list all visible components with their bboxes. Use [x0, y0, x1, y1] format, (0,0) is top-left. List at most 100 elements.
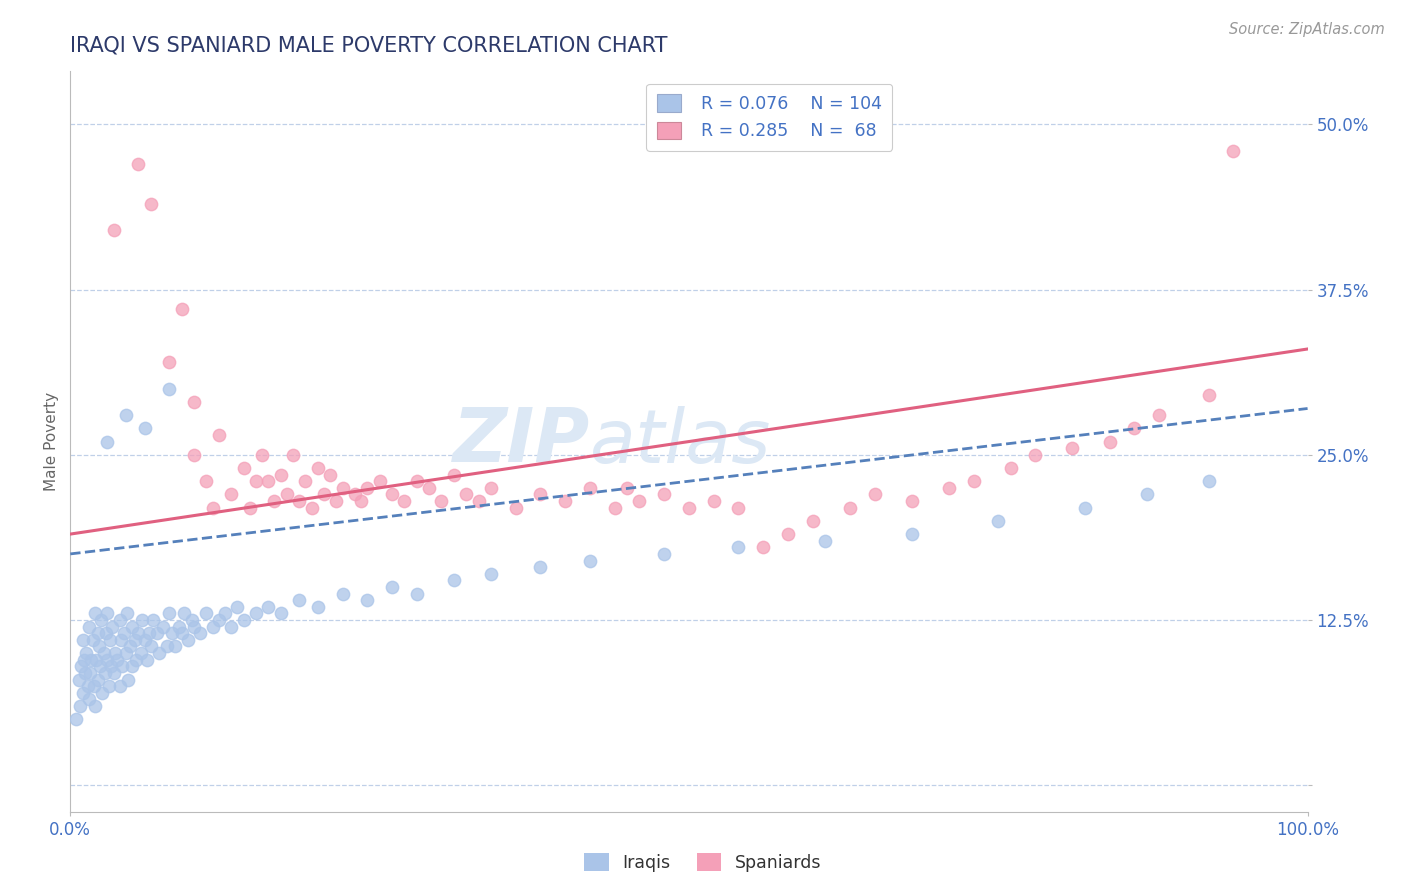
Text: ZIP: ZIP: [453, 405, 591, 478]
Point: [101, 620, 124, 634]
Text: Source: ZipAtlas.com: Source: ZipAtlas.com: [1229, 22, 1385, 37]
Point: [195, 474, 218, 488]
Point: [77, 620, 100, 634]
Point: [1123, 421, 1146, 435]
Point: [125, 653, 148, 667]
Point: [752, 541, 775, 555]
Point: [108, 679, 131, 693]
Point: [776, 527, 799, 541]
Point: [129, 646, 152, 660]
Point: [332, 586, 354, 600]
Point: [84, 698, 107, 713]
Point: [1136, 487, 1159, 501]
Point: [226, 599, 249, 614]
Point: [77, 692, 100, 706]
Point: [529, 487, 551, 501]
Point: [381, 580, 404, 594]
Point: [405, 586, 427, 600]
Point: [418, 481, 440, 495]
Point: [115, 646, 138, 660]
Point: [118, 640, 141, 654]
Point: [628, 494, 651, 508]
Legend:   R = 0.076    N = 104,   R = 0.285    N =  68: R = 0.076 N = 104, R = 0.285 N = 68: [647, 84, 893, 151]
Point: [727, 500, 749, 515]
Point: [250, 448, 273, 462]
Point: [652, 487, 675, 501]
Point: [183, 620, 205, 634]
Point: [276, 487, 298, 501]
Point: [86, 673, 108, 687]
Point: [1024, 448, 1046, 462]
Point: [1098, 434, 1121, 449]
Point: [165, 640, 187, 654]
Point: [139, 196, 162, 211]
Point: [456, 487, 478, 501]
Y-axis label: Male Poverty: Male Poverty: [44, 392, 59, 491]
Point: [239, 500, 262, 515]
Point: [312, 487, 335, 501]
Point: [332, 481, 354, 495]
Text: atlas: atlas: [591, 406, 772, 477]
Point: [136, 653, 159, 667]
Point: [257, 474, 280, 488]
Point: [863, 487, 886, 501]
Point: [157, 382, 180, 396]
Point: [288, 593, 311, 607]
Point: [219, 620, 242, 634]
Point: [70, 659, 93, 673]
Point: [405, 474, 427, 488]
Point: [90, 613, 112, 627]
Point: [1222, 144, 1244, 158]
Point: [801, 514, 824, 528]
Point: [105, 653, 128, 667]
Point: [257, 599, 280, 614]
Point: [579, 553, 602, 567]
Point: [67, 673, 90, 687]
Legend: Iraqis, Spaniards: Iraqis, Spaniards: [578, 847, 828, 879]
Point: [104, 646, 127, 660]
Point: [288, 494, 311, 508]
Point: [87, 640, 110, 654]
Point: [100, 659, 122, 673]
Point: [110, 632, 132, 647]
Point: [148, 646, 170, 660]
Point: [79, 665, 101, 680]
Point: [1198, 388, 1220, 402]
Point: [124, 632, 146, 647]
Point: [183, 395, 205, 409]
Point: [356, 481, 378, 495]
Point: [214, 607, 236, 621]
Point: [467, 494, 489, 508]
Point: [356, 593, 378, 607]
Point: [394, 494, 416, 508]
Point: [98, 632, 121, 647]
Point: [270, 467, 292, 482]
Point: [183, 448, 205, 462]
Point: [1074, 500, 1097, 515]
Point: [1062, 441, 1084, 455]
Point: [201, 500, 224, 515]
Point: [325, 494, 347, 508]
Point: [160, 626, 183, 640]
Point: [75, 646, 97, 660]
Point: [281, 448, 304, 462]
Point: [479, 481, 502, 495]
Point: [83, 679, 105, 693]
Point: [156, 640, 179, 654]
Point: [121, 620, 143, 634]
Point: [72, 632, 94, 647]
Point: [703, 494, 725, 508]
Point: [307, 461, 329, 475]
Point: [201, 620, 224, 634]
Point: [270, 607, 292, 621]
Point: [727, 541, 749, 555]
Point: [115, 408, 138, 422]
Point: [505, 500, 527, 515]
Point: [72, 686, 94, 700]
Point: [127, 157, 149, 171]
Point: [117, 673, 139, 687]
Point: [152, 620, 174, 634]
Point: [208, 428, 231, 442]
Point: [838, 500, 860, 515]
Point: [86, 626, 108, 640]
